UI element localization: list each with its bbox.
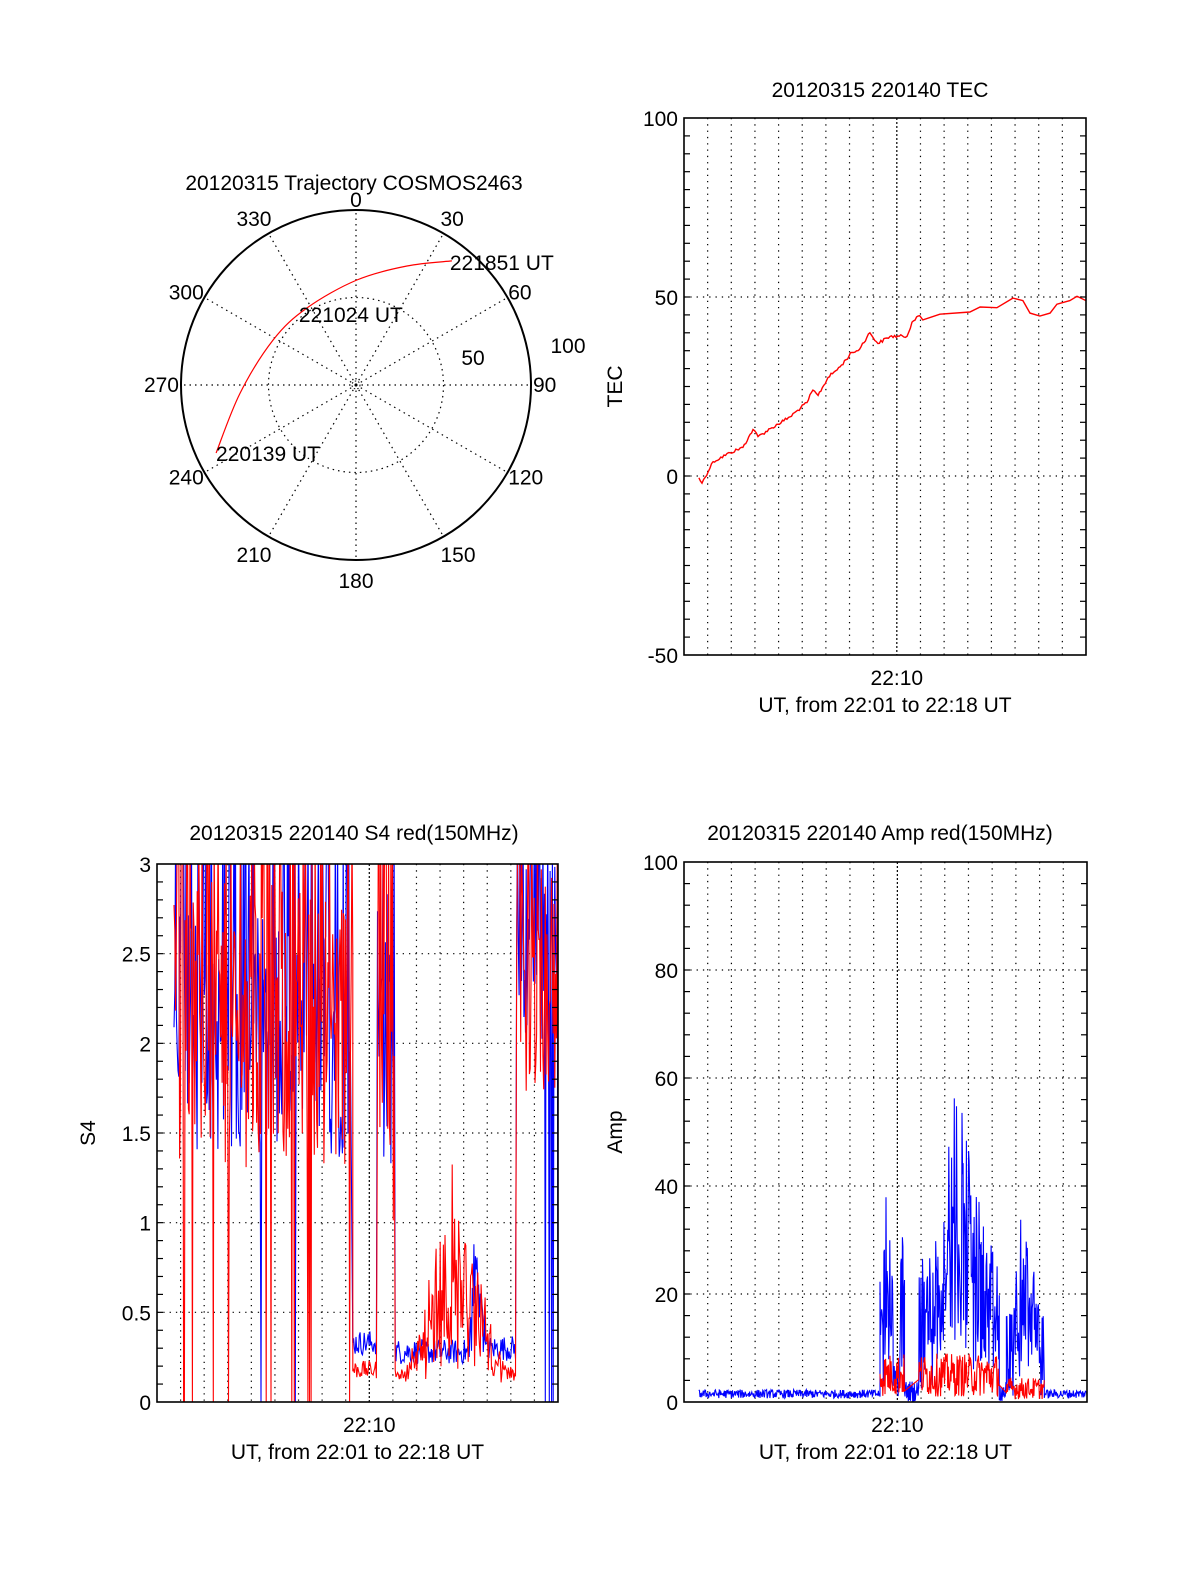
polar-grid xyxy=(180,209,532,561)
annotation-end-time: 221851 UT xyxy=(450,252,554,275)
y-tick-label: 1.5 xyxy=(122,1123,151,1146)
y-tick-label: 2 xyxy=(139,1033,151,1056)
polar-angle-label: 210 xyxy=(236,544,271,567)
polar-angle-label: 150 xyxy=(441,544,476,567)
s4-x-axis-label: UT, from 22:01 to 22:18 UT xyxy=(231,1441,484,1464)
y-tick-label: 80 xyxy=(655,960,678,983)
polar-angle-label: 120 xyxy=(508,467,543,490)
polar-angle-labels: 0 30 60 90 120 150 180 210 240 270 300 330 xyxy=(144,189,556,593)
y-tick-label: 0 xyxy=(666,1392,678,1415)
y-tick-label: 0 xyxy=(139,1392,151,1415)
tec-x-axis-label: UT, from 22:01 to 22:18 UT xyxy=(758,694,1011,717)
amp-series xyxy=(698,1098,1087,1402)
plot-frame xyxy=(683,861,1088,1403)
polar-spoke xyxy=(355,384,508,474)
s4-line-blue xyxy=(173,864,558,1402)
polar-outer-circle xyxy=(180,209,532,561)
tec-line xyxy=(698,295,1086,485)
tec-title: 20120315 220140 TEC xyxy=(772,79,989,102)
plot-frame xyxy=(683,117,1087,656)
y-tick-label: 60 xyxy=(655,1068,678,1091)
polar-angle-label: 90 xyxy=(533,374,556,397)
polar-angle-label: 30 xyxy=(441,208,464,231)
s4-y-axis-label: S4 xyxy=(77,1120,100,1146)
polar-angle-label: 60 xyxy=(508,282,531,305)
s4-panel: 20120315 220140 S4 red(150MHz) 0 0.5 1 1.5 2… xyxy=(77,822,559,1464)
tec-x-tick-label: 22:10 xyxy=(871,667,924,690)
amp-y-axis-label: Amp xyxy=(604,1110,627,1153)
polar-angle-label: 330 xyxy=(236,208,271,231)
s4-line-red xyxy=(173,864,558,1402)
polar-center-mark xyxy=(351,380,361,390)
polar-angle-label: 180 xyxy=(338,570,373,593)
s4-axes xyxy=(156,863,559,1403)
polar-angle-label: 300 xyxy=(169,282,204,305)
tec-grid xyxy=(684,118,1086,655)
tec-panel: 20120315 220140 TEC -50 0 50 100 22:10 UT, … xyxy=(604,79,1087,717)
s4-title: 20120315 220140 S4 red(150MHz) xyxy=(189,822,518,845)
annotation-mid-time: 221024 UT xyxy=(299,304,403,327)
y-tick-label: 0 xyxy=(666,466,678,489)
y-tick-label: 20 xyxy=(655,1284,678,1307)
s4-x-tick-label: 22:10 xyxy=(343,1414,396,1437)
polar-trajectory-panel: 20120315 Trajectory COSMOS2463 0 30 60 90 12… xyxy=(144,172,586,593)
s4-series xyxy=(173,864,558,1402)
tec-axes xyxy=(683,117,1087,656)
y-tick-label: 50 xyxy=(655,287,678,310)
tec-y-tick-labels: -50 0 50 100 xyxy=(643,108,678,668)
polar-title: 20120315 Trajectory COSMOS2463 xyxy=(185,172,522,195)
y-tick-label: 2.5 xyxy=(122,944,151,967)
polar-angle-label: 0 xyxy=(350,189,362,212)
y-tick-label: 1 xyxy=(139,1213,151,1236)
polar-radial-label-50: 50 xyxy=(461,347,484,370)
annotation-start-time: 220139 UT xyxy=(216,443,320,466)
y-tick-label: -50 xyxy=(648,645,678,668)
polar-radial-circle xyxy=(267,296,445,474)
polar-angle-label: 270 xyxy=(144,374,179,397)
amp-grid xyxy=(684,862,1087,1402)
y-tick-label: 100 xyxy=(643,108,678,131)
amp-panel: 20120315 220140 Amp red(150MHz) 0 20 40 60 8… xyxy=(604,822,1088,1464)
amp-title: 20120315 220140 Amp red(150MHz) xyxy=(707,822,1053,845)
amp-y-tick-labels: 0 20 40 60 80 100 xyxy=(643,852,678,1415)
y-tick-label: 40 xyxy=(655,1176,678,1199)
polar-spoke xyxy=(355,384,445,537)
polar-radial-label-100: 100 xyxy=(550,335,585,358)
y-tick-label: 100 xyxy=(643,852,678,875)
s4-y-tick-labels: 0 0.5 1 1.5 2 2.5 3 xyxy=(122,854,151,1415)
amp-line-red xyxy=(879,1353,1045,1400)
tec-y-axis-label: TEC xyxy=(604,366,627,408)
tec-series xyxy=(698,295,1086,485)
y-tick-label: 0.5 xyxy=(122,1302,151,1325)
y-tick-label: 3 xyxy=(139,854,151,877)
trajectory-line xyxy=(215,260,452,454)
polar-angle-label: 240 xyxy=(169,467,204,490)
amp-x-tick-label: 22:10 xyxy=(871,1414,924,1437)
amp-line-blue xyxy=(698,1098,1087,1402)
amp-x-axis-label: UT, from 22:01 to 22:18 UT xyxy=(759,1441,1012,1464)
amp-axes xyxy=(683,861,1088,1403)
